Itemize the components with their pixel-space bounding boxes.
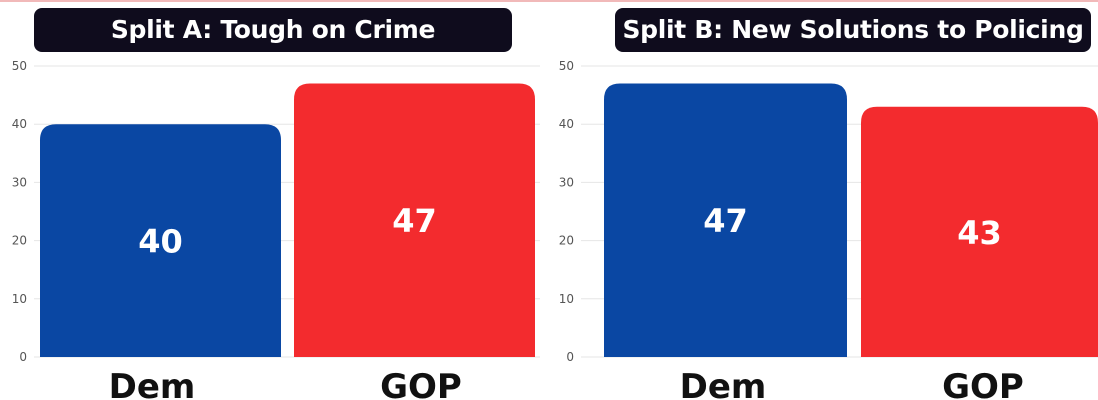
y-tick-label: 50 <box>12 59 27 73</box>
bar-chart-split-a: 0 10 20 30 40 50 40 Dem 47 GOP <box>12 59 540 400</box>
y-tick-label: 20 <box>12 234 27 248</box>
bar-value-label: 47 <box>392 202 437 240</box>
bar-gop <box>861 106 1098 358</box>
chart-panel-split-b: Split B: New Solutions to Policing 0 10 20… <box>549 0 1098 400</box>
bar-value-label: 40 <box>138 223 183 261</box>
y-tick-label: 20 <box>559 234 574 248</box>
y-tick-label: 10 <box>12 292 27 306</box>
chart-title: Split A: Tough on Crime <box>34 8 512 52</box>
bar-gop <box>294 83 535 358</box>
bar-value-label: 47 <box>703 202 748 240</box>
bar-value-label: 43 <box>957 214 1002 252</box>
category-label: Dem <box>680 367 767 400</box>
top-accent-line <box>0 0 1098 2</box>
y-tick-label: 30 <box>559 175 574 189</box>
category-label: GOP <box>942 367 1024 400</box>
y-tick-label: 0 <box>19 350 27 364</box>
chart-title: Split B: New Solutions to Policing <box>615 8 1091 52</box>
bar-chart-split-b: 0 10 20 30 40 50 47 Dem 43 GOP <box>559 59 1098 400</box>
y-tick-label: 40 <box>12 117 27 131</box>
category-label: GOP <box>380 367 462 400</box>
category-label: Dem <box>109 367 196 400</box>
chart-panel-split-a: Split A: Tough on Crime 0 10 20 30 40 50 40 Dem… <box>12 8 540 400</box>
y-tick-label: 50 <box>559 59 574 73</box>
bar-dem <box>604 83 847 358</box>
y-tick-label: 30 <box>12 175 27 189</box>
y-tick-label: 40 <box>559 117 574 131</box>
y-tick-label: 10 <box>559 292 574 306</box>
bar-dem <box>40 124 281 357</box>
y-tick-label: 0 <box>566 350 574 364</box>
